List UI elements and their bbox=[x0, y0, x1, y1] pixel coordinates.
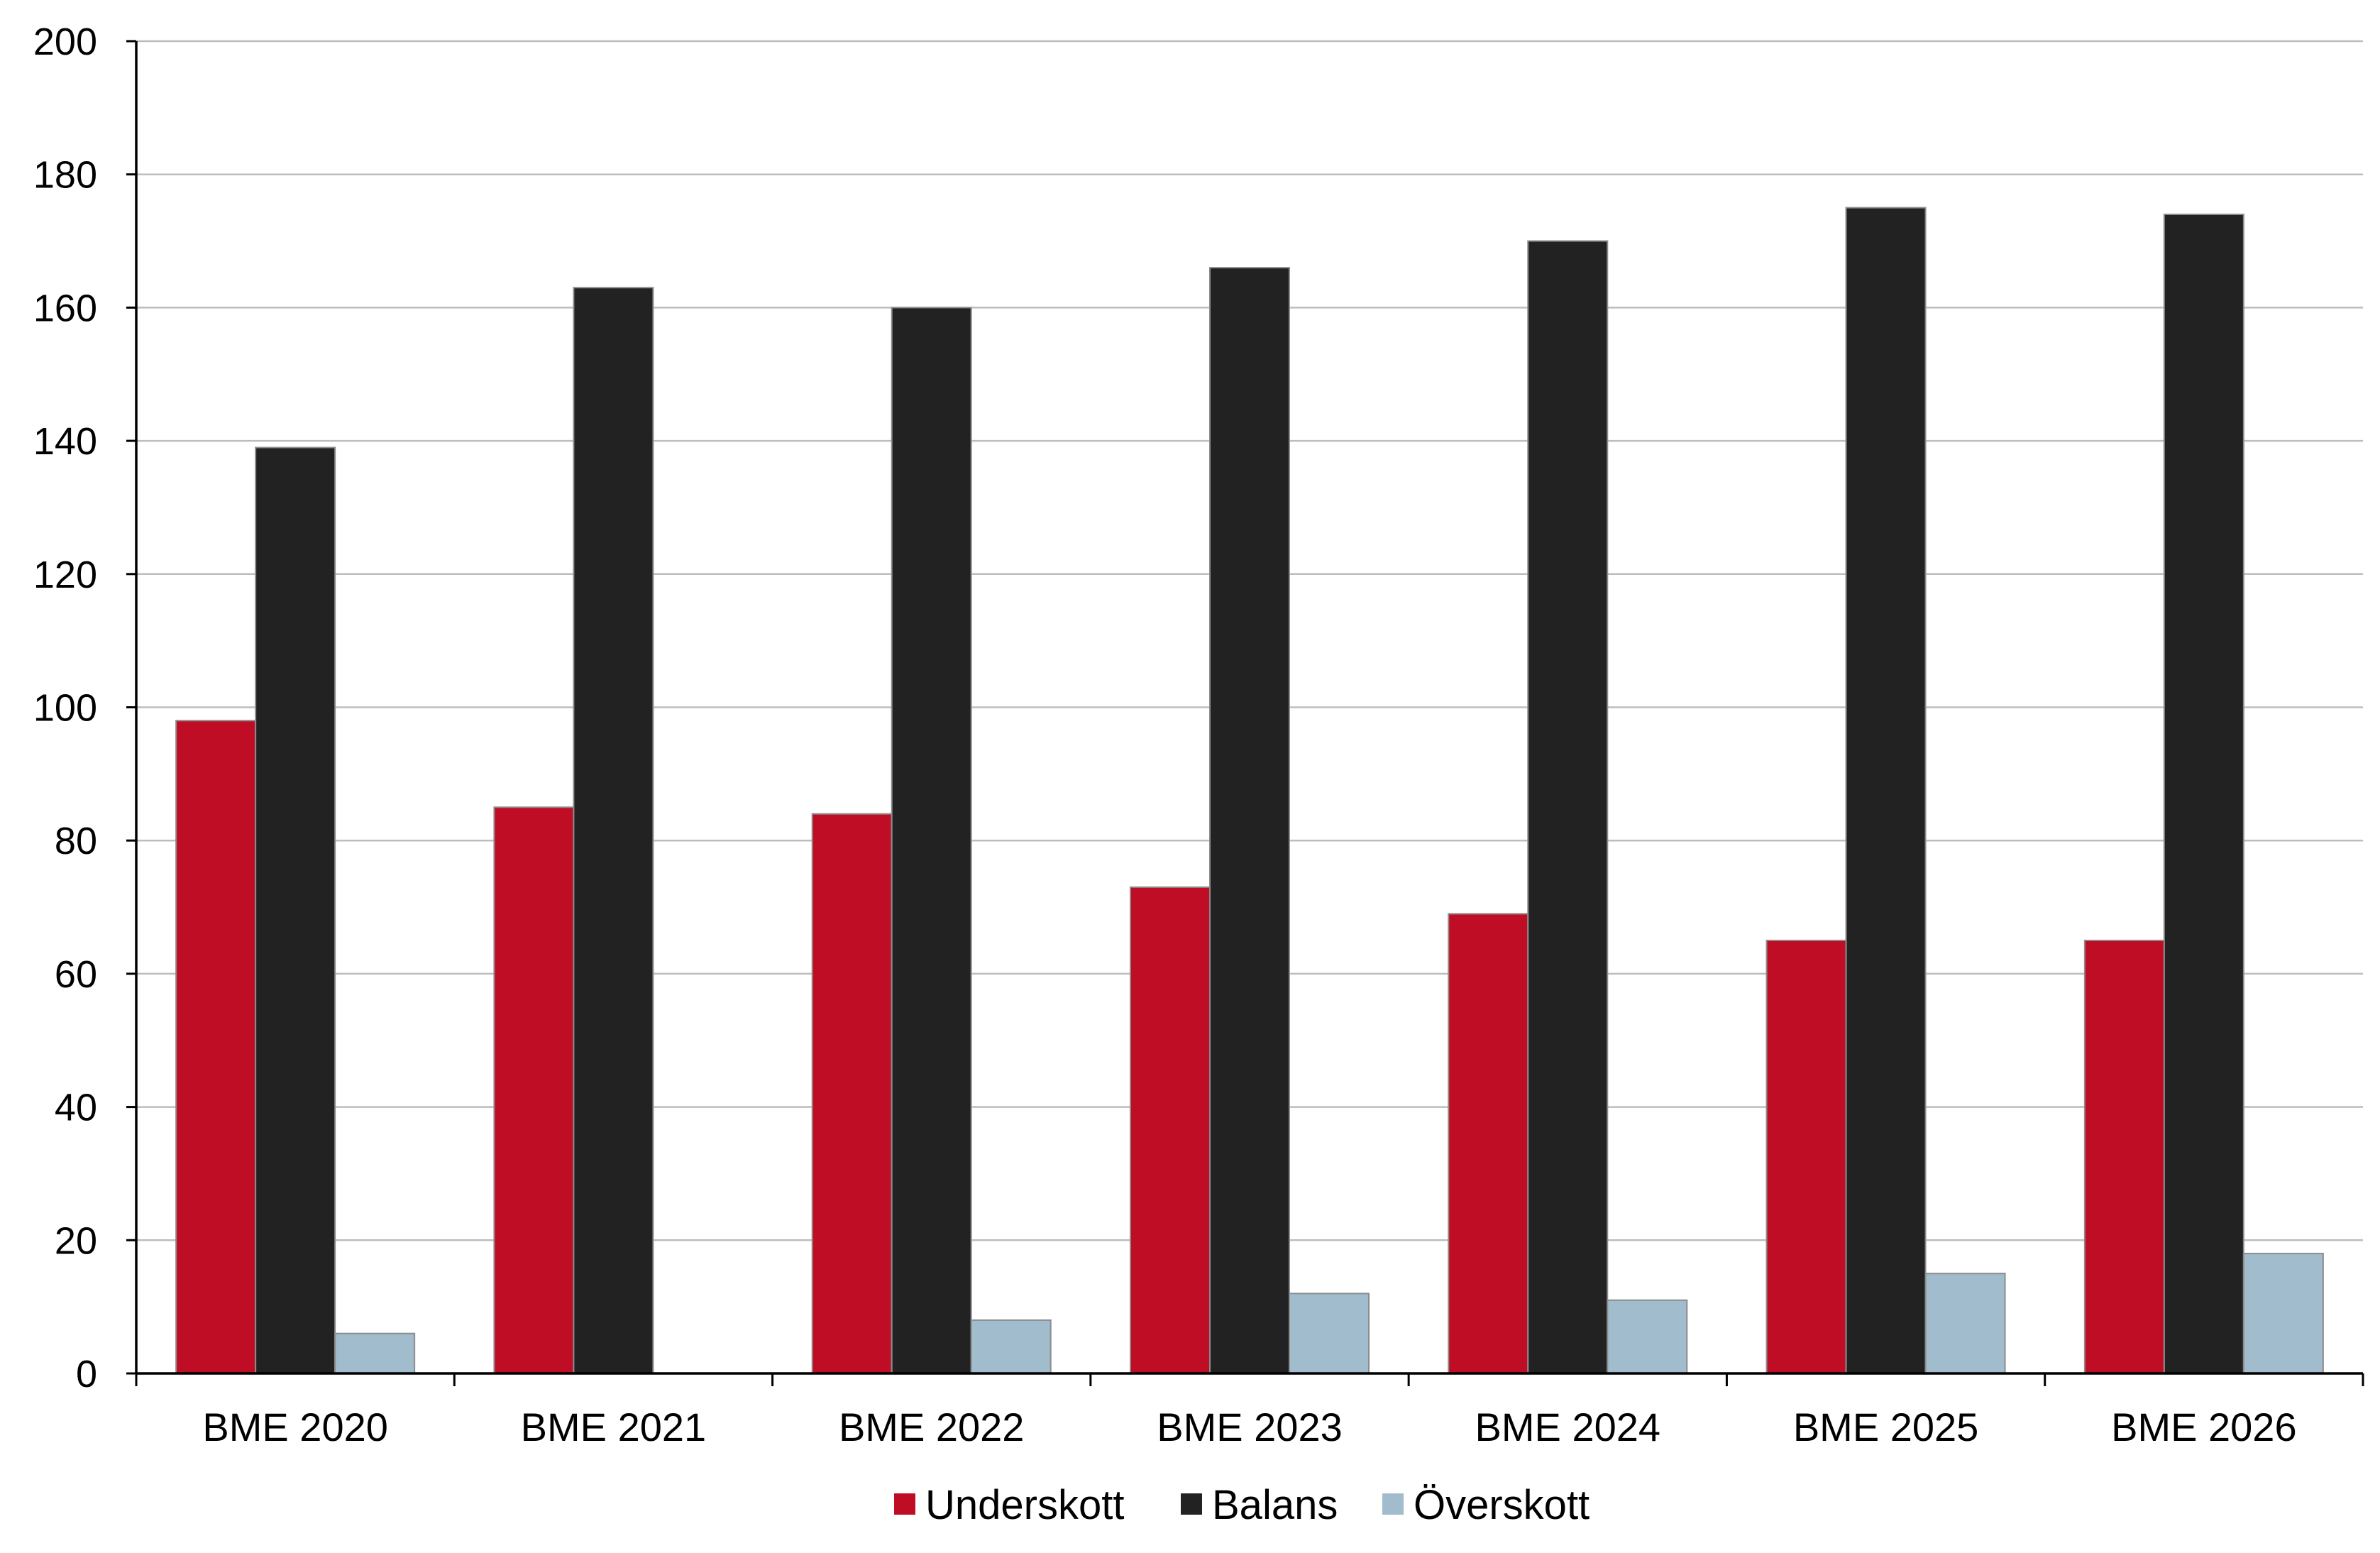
bar-balans bbox=[255, 446, 336, 1374]
legend-swatch bbox=[1181, 1493, 1202, 1515]
bar-underskott bbox=[493, 806, 575, 1374]
bar-underskott bbox=[1448, 913, 1529, 1375]
bar-underskott bbox=[175, 720, 257, 1374]
x-axis-labels: BME 2020 BME 2021 BME 2022 BME 2023 BME 2024… bbox=[202, 1405, 2296, 1449]
bar--verskott bbox=[1924, 1273, 2006, 1374]
y-tick-label: 160 bbox=[33, 287, 97, 329]
x-tick-label: BME 2024 bbox=[1475, 1405, 1661, 1449]
x-tick-label: BME 2026 bbox=[2111, 1405, 2297, 1449]
bar--verskott bbox=[334, 1332, 416, 1374]
y-tick-label: 20 bbox=[55, 1219, 97, 1262]
x-tick-label: BME 2021 bbox=[521, 1405, 707, 1449]
bar-balans bbox=[891, 307, 972, 1374]
legend-label: Balans bbox=[1212, 1482, 1338, 1528]
legend-swatch bbox=[894, 1493, 915, 1515]
legend-label: Överskott bbox=[1414, 1482, 1590, 1528]
y-axis-ticks: 0 20 40 60 80 100 120 140 160 180 200 bbox=[33, 21, 136, 1395]
axes bbox=[135, 41, 2364, 1386]
y-tick-label: 80 bbox=[55, 820, 97, 862]
legend: Underskott Balans Överskott bbox=[894, 1482, 1590, 1528]
bar-balans bbox=[1527, 240, 1609, 1374]
bar-underskott bbox=[2083, 939, 2165, 1374]
bar--verskott bbox=[970, 1319, 1052, 1375]
bar-balans bbox=[1209, 267, 1290, 1375]
y-tick-label: 120 bbox=[33, 554, 97, 596]
bar--verskott bbox=[2242, 1253, 2324, 1374]
y-tick-label: 200 bbox=[33, 21, 97, 63]
y-tick-label: 40 bbox=[55, 1087, 97, 1129]
y-tick-label: 100 bbox=[33, 687, 97, 730]
bar-underskott bbox=[1765, 939, 1847, 1374]
bar-balans bbox=[1845, 207, 1927, 1374]
x-tick-label: BME 2025 bbox=[1793, 1405, 1979, 1449]
bar-underskott bbox=[811, 813, 893, 1375]
bar-balans bbox=[2163, 214, 2244, 1374]
y-tick-label: 0 bbox=[76, 1353, 97, 1395]
x-tick-label: BME 2023 bbox=[1157, 1405, 1343, 1449]
bar--verskott bbox=[1289, 1293, 1370, 1375]
y-tick-label: 180 bbox=[33, 154, 97, 197]
bar-balans bbox=[573, 287, 654, 1374]
y-tick-label: 60 bbox=[55, 953, 97, 996]
bars bbox=[175, 207, 2324, 1375]
legend-swatch bbox=[1382, 1493, 1404, 1515]
bar--verskott bbox=[1607, 1299, 1688, 1375]
x-tick-label: BME 2020 bbox=[202, 1405, 388, 1449]
y-tick-label: 140 bbox=[33, 420, 97, 463]
x-tick-label: BME 2022 bbox=[839, 1405, 1025, 1449]
bar-underskott bbox=[1130, 886, 1211, 1374]
legend-label: Underskott bbox=[925, 1482, 1124, 1528]
